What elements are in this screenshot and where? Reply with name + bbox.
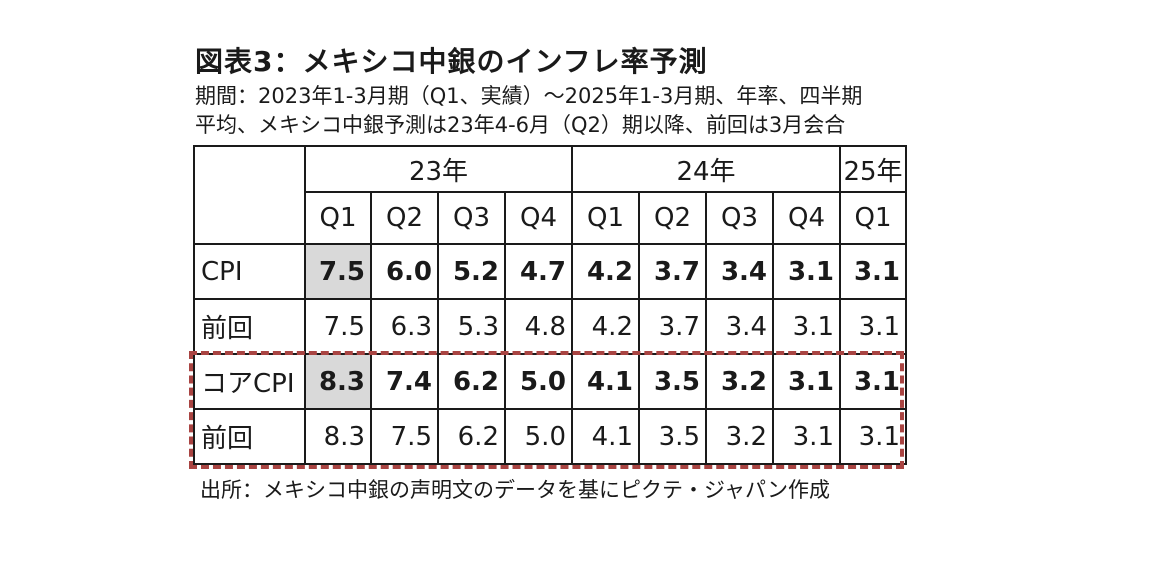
year-header-row: 23年 24年 25年 — [193, 145, 907, 245]
value-cell: 7.5 — [370, 408, 439, 465]
table-row-cpi: CPI 7.5 6.0 5.2 4.7 4.2 3.7 3.4 3.1 3.1 — [193, 243, 907, 300]
year-header-24: 24年 — [571, 145, 841, 193]
row-label-cpi: CPI — [193, 243, 306, 300]
value-cell: 3.1 — [772, 243, 841, 300]
subtitle-line-1: 期間：2023年1-3月期（Q1、実績）～2025年1-3月期、年率、四半期 — [195, 84, 863, 108]
value-cell: 8.3 — [304, 353, 372, 410]
value-cell: 6.0 — [370, 243, 439, 300]
value-cell: 3.2 — [705, 353, 774, 410]
value-cell: 6.3 — [370, 298, 439, 355]
value-cell: 4.2 — [571, 298, 640, 355]
quarter-header: Q2 — [370, 191, 439, 245]
row-label-previous: 前回 — [193, 298, 306, 355]
value-cell: 7.4 — [370, 353, 439, 410]
quarter-header: Q1 — [839, 191, 907, 245]
value-cell: 6.2 — [437, 408, 506, 465]
quarter-header: Q1 — [304, 191, 372, 245]
value-cell: 4.1 — [571, 408, 640, 465]
quarter-header-row: Q1 Q2 Q3 Q4 Q1 Q2 Q3 Q4 Q1 — [194, 191, 907, 245]
source-note: 出所：メキシコ中銀の声明文のデータを基にピクテ・ジャパン作成 — [200, 478, 830, 502]
value-cell: 3.5 — [638, 408, 707, 465]
quarter-header: Q1 — [571, 191, 640, 245]
table-row-core-cpi-previous: 前回 8.3 7.5 6.2 5.0 4.1 3.5 3.2 3.1 3.1 — [193, 408, 907, 465]
corner-cell — [193, 145, 306, 245]
value-cell: 3.1 — [772, 408, 841, 465]
value-cell: 4.7 — [504, 243, 573, 300]
year-header-25: 25年 — [839, 145, 907, 193]
value-cell: 4.2 — [571, 243, 640, 300]
value-cell: 3.4 — [705, 243, 774, 300]
quarter-header: Q3 — [705, 191, 774, 245]
value-cell: 7.5 — [304, 243, 372, 300]
value-cell: 3.1 — [839, 408, 907, 465]
value-cell: 4.8 — [504, 298, 573, 355]
value-cell: 3.4 — [705, 298, 774, 355]
table-row-cpi-previous: 前回 7.5 6.3 5.3 4.8 4.2 3.7 3.4 3.1 3.1 — [193, 298, 907, 355]
figure-title: 図表3：メキシコ中銀のインフレ率予測 — [195, 45, 708, 78]
value-cell: 3.1 — [839, 298, 907, 355]
value-cell: 7.5 — [304, 298, 372, 355]
quarter-header: Q4 — [772, 191, 841, 245]
value-cell: 6.2 — [437, 353, 506, 410]
inflation-forecast-table: 23年 24年 25年 Q1 Q2 Q3 Q4 Q1 Q2 Q3 Q4 Q1 C… — [193, 145, 907, 465]
value-cell: 8.3 — [304, 408, 372, 465]
value-cell: 3.7 — [638, 243, 707, 300]
row-label-core-cpi: コアCPI — [193, 353, 306, 410]
value-cell: 3.5 — [638, 353, 707, 410]
value-cell: 3.1 — [839, 353, 907, 410]
table-row-core-cpi: コアCPI 8.3 7.4 6.2 5.0 4.1 3.5 3.2 3.1 3.… — [193, 353, 907, 410]
quarter-header: Q4 — [504, 191, 573, 245]
value-cell: 5.3 — [437, 298, 506, 355]
quarter-header: Q2 — [638, 191, 707, 245]
value-cell: 4.1 — [571, 353, 640, 410]
value-cell: 3.1 — [839, 243, 907, 300]
value-cell: 5.0 — [504, 408, 573, 465]
row-label-previous: 前回 — [193, 408, 306, 465]
subtitle-line-2: 平均、メキシコ中銀予測は23年4-6月（Q2）期以降、前回は3月会合 — [195, 113, 846, 137]
value-cell: 3.2 — [705, 408, 774, 465]
quarter-header: Q3 — [437, 191, 506, 245]
value-cell: 5.2 — [437, 243, 506, 300]
value-cell: 3.1 — [772, 298, 841, 355]
value-cell: 3.7 — [638, 298, 707, 355]
year-header-23: 23年 — [304, 145, 573, 193]
value-cell: 3.1 — [772, 353, 841, 410]
value-cell: 5.0 — [504, 353, 573, 410]
